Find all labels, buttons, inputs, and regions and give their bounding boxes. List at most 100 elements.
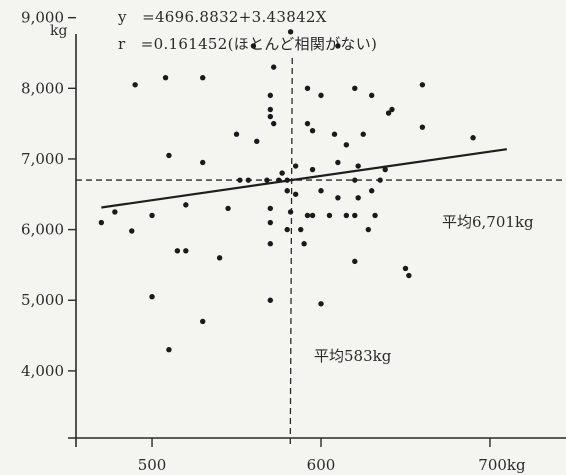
data-point [284, 226, 290, 233]
data-point [200, 159, 206, 166]
data-point [98, 219, 105, 226]
data-point [355, 163, 361, 169]
data-point [267, 205, 274, 212]
data-point [318, 188, 324, 194]
data-point [352, 85, 358, 92]
data-point [287, 209, 294, 215]
data-point [335, 43, 341, 49]
data-point [254, 138, 260, 144]
data-point [284, 177, 290, 183]
data-point [309, 127, 316, 134]
data-point [132, 82, 138, 88]
data-point [162, 75, 169, 81]
data-point [318, 301, 324, 307]
data-point [385, 110, 392, 116]
data-point [355, 195, 361, 201]
data-point [301, 241, 307, 247]
data-point [292, 191, 299, 197]
data-point [276, 177, 282, 183]
data-point [377, 177, 383, 183]
data-point [309, 166, 316, 173]
data-points [98, 29, 476, 353]
data-point [200, 75, 206, 81]
y-tick-label: 5,000 [21, 291, 64, 309]
data-point [279, 170, 285, 176]
regression-equation: y =4696.8832+3.43842X [117, 8, 327, 26]
data-point [360, 131, 366, 137]
data-point [233, 131, 240, 137]
data-point [264, 177, 270, 183]
data-point [365, 226, 372, 233]
mean-x-label: 平均583kg [314, 347, 392, 365]
regression-line [101, 148, 508, 209]
data-point [183, 248, 189, 254]
x-tick-label: 600 [307, 456, 336, 474]
data-point [267, 106, 274, 113]
data-point [250, 43, 257, 49]
y-tick-label: 6,000 [21, 221, 64, 239]
data-point [406, 272, 412, 279]
data-point [331, 131, 338, 137]
y-tick-label: 7,000 [21, 150, 64, 168]
data-point [245, 177, 252, 183]
data-point [470, 135, 476, 141]
data-point [267, 92, 274, 99]
data-point [298, 226, 304, 233]
mean-x-line [289, 57, 293, 448]
y-tick-label: 9,000 [21, 9, 64, 27]
data-point [129, 228, 135, 234]
y-tick-label: 8,000 [21, 79, 64, 97]
data-point [304, 85, 311, 92]
data-point [343, 212, 350, 219]
data-point [149, 294, 155, 300]
data-point [267, 113, 274, 120]
data-point [270, 120, 277, 127]
axes [68, 34, 566, 447]
correlation-coefficient: r =0.161452(ほとんど相関がない) [118, 35, 377, 53]
data-point [368, 188, 375, 194]
data-point [174, 248, 181, 254]
data-point [372, 212, 378, 219]
data-point [389, 106, 395, 113]
mean-y-label: 平均6,701kg [442, 213, 534, 231]
y-ticks: 9,000 8,000 7,000 6,000 5,000 4,000 [21, 9, 76, 380]
data-point [166, 152, 172, 159]
data-point [382, 166, 388, 173]
data-point [352, 212, 358, 219]
data-point [267, 241, 274, 247]
data-point [292, 163, 299, 169]
data-point [270, 64, 277, 70]
y-axis-unit-label: kg [50, 23, 67, 39]
x-ticks: 500 600 700kg [138, 438, 526, 474]
data-point [352, 177, 358, 183]
data-point [287, 29, 294, 35]
data-point [183, 202, 189, 208]
y-tick-label: 4,000 [21, 362, 64, 380]
data-point [304, 120, 311, 127]
data-point [267, 297, 274, 303]
data-point [352, 258, 358, 265]
data-point [335, 195, 341, 201]
data-point [368, 92, 375, 99]
data-point [318, 92, 324, 99]
x-tick-label: 500 [138, 456, 167, 474]
data-point [267, 219, 274, 226]
data-point [326, 212, 333, 219]
data-point [304, 212, 311, 219]
data-point [419, 124, 426, 130]
data-point [200, 318, 206, 325]
data-point [309, 212, 316, 219]
data-point [149, 212, 155, 219]
data-point [335, 159, 341, 166]
data-point [166, 346, 172, 353]
data-point [216, 255, 223, 261]
data-point [402, 265, 409, 272]
data-point [343, 142, 350, 148]
data-point [225, 205, 231, 212]
data-point [237, 177, 243, 183]
data-point [419, 82, 426, 88]
data-point [284, 188, 290, 194]
data-point [112, 209, 118, 215]
x-tick-label: 700kg [478, 456, 526, 474]
